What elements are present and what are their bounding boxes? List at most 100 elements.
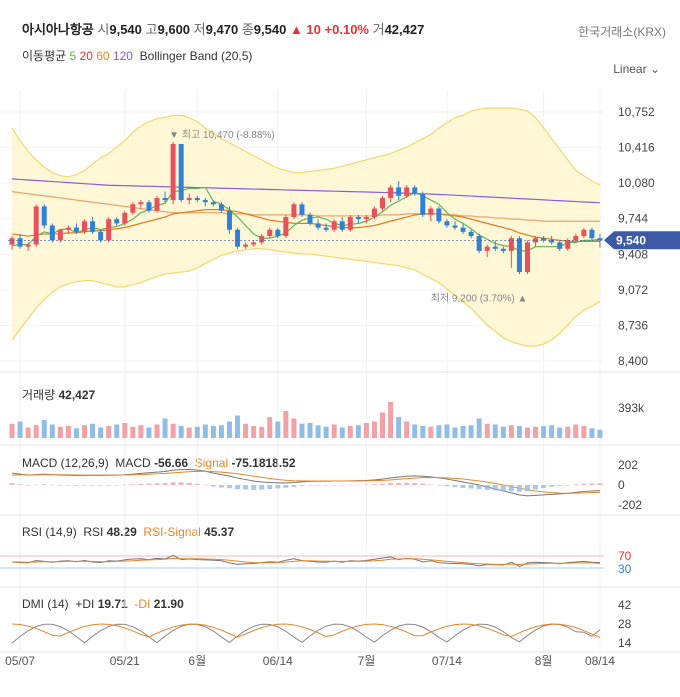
- candle-body: [299, 204, 305, 215]
- volume-bar: [396, 417, 402, 438]
- macd-histogram-bar: [492, 485, 498, 491]
- macd-histogram-bar: [178, 482, 184, 485]
- macd-histogram-bar: [57, 485, 63, 486]
- candle-body: [307, 214, 313, 224]
- rsi-value: 48.29: [106, 525, 137, 539]
- bollinger-label: Bollinger Band (20,5): [139, 49, 253, 63]
- volume-bar: [557, 427, 563, 438]
- macd-histogram-bar: [396, 482, 402, 485]
- volume-bar: [323, 426, 329, 438]
- macd-histogram-bar: [428, 484, 434, 485]
- volume-bar: [388, 402, 394, 438]
- rsi-signal-label: RSI-Signal: [143, 525, 201, 539]
- ma5-label: 5: [69, 49, 77, 63]
- macd-histogram-bar: [194, 483, 200, 485]
- candle-body: [251, 242, 257, 245]
- macd-signal-line: [12, 470, 600, 494]
- candle-body: [186, 197, 192, 201]
- macd-histogram-bar: [581, 483, 587, 485]
- volume-bar: [98, 427, 104, 438]
- macd-histogram-bar: [299, 485, 305, 486]
- volume-bar: [210, 426, 216, 438]
- current-price-label: 9,540: [616, 233, 646, 247]
- volume-bar: [533, 426, 539, 438]
- volume-label: 거: [372, 22, 385, 37]
- volume-bar: [90, 423, 96, 438]
- candle-body: [154, 197, 160, 211]
- macd-histogram-bar: [267, 485, 273, 490]
- scale-selector[interactable]: Linear ⌄: [613, 62, 660, 76]
- ma-label: 이동평균: [22, 49, 67, 63]
- candle-body: [404, 187, 410, 196]
- y-tick-label: 8,736: [618, 318, 648, 332]
- y-tick-label: 9,744: [618, 212, 648, 226]
- macd-histogram-bar: [291, 485, 297, 487]
- change-percent: +0.10%: [324, 22, 369, 37]
- bollinger-band-area: [12, 107, 600, 347]
- rsi-tick-label: 30: [618, 562, 632, 576]
- volume-bar: [162, 418, 168, 438]
- candle-body: [420, 193, 426, 215]
- volume-panel-title: 거래량: [22, 388, 56, 402]
- volume-bar: [218, 425, 224, 438]
- rsi-panel-title: RSI (14,9): [22, 525, 77, 539]
- macd-histogram-bar: [170, 482, 176, 485]
- rsi-signal-line: [12, 557, 601, 565]
- candle-body: [388, 187, 394, 198]
- volume-bar: [476, 418, 482, 438]
- candle-body: [371, 208, 377, 218]
- candle-body: [581, 229, 587, 237]
- scale-label: Linear: [613, 62, 647, 76]
- macd-histogram-bar: [202, 484, 208, 486]
- volume-tick-label: 393k: [618, 401, 645, 415]
- candle-body: [170, 143, 176, 201]
- macd-histogram-bar: [404, 482, 410, 485]
- volume-bar: [436, 425, 442, 438]
- macd-histogram-bar: [90, 485, 96, 486]
- macd-histogram-bar: [73, 485, 79, 486]
- ma60-label: 60: [96, 49, 110, 63]
- volume-bar: [283, 411, 289, 438]
- volume-bar: [17, 421, 23, 438]
- macd-panel-label: MACD (12,26,9) MACD -56.66 Signal -75.18…: [22, 456, 296, 470]
- volume-bar: [267, 417, 273, 438]
- volume-bar: [331, 424, 337, 438]
- macd-histogram-bar: [412, 482, 418, 485]
- volume-bar: [57, 426, 63, 438]
- volume-bar: [541, 426, 547, 438]
- volume-bar: [500, 426, 506, 438]
- macd-histogram-bar: [347, 484, 353, 486]
- volume-bar: [339, 427, 345, 438]
- candle-body: [468, 231, 474, 237]
- candle-body: [243, 244, 249, 247]
- candle-body: [226, 210, 232, 230]
- volume-value: 42,427: [384, 22, 425, 37]
- macd-histogram-bar: [355, 484, 361, 486]
- chevron-down-icon: ⌄: [649, 62, 660, 76]
- volume-bar: [428, 426, 434, 438]
- volume-bar: [565, 426, 571, 438]
- volume-bar: [186, 427, 192, 438]
- macd-histogram-bar: [275, 485, 281, 489]
- x-tick-label: 07/14: [432, 654, 462, 668]
- volume-bar: [259, 426, 265, 438]
- candle-body: [9, 238, 15, 245]
- volume-bar: [202, 424, 208, 438]
- volume-bar: [122, 423, 128, 438]
- dmi-tick-label: 42: [618, 598, 632, 612]
- x-tick-label: 8월: [535, 654, 553, 668]
- macd-label: MACD: [115, 456, 151, 470]
- volume-bar: [380, 412, 386, 438]
- candle-body: [49, 225, 55, 241]
- candle-body: [146, 202, 152, 211]
- macd-histogram-bar: [122, 484, 128, 486]
- candle-body: [323, 227, 329, 230]
- candle-body: [41, 206, 47, 226]
- open-label: 시: [97, 22, 110, 37]
- macd-histogram-bar: [524, 485, 530, 492]
- macd-panel-title: MACD (12,26,9): [22, 456, 109, 470]
- candle-body: [17, 238, 23, 247]
- macd-histogram-bar: [146, 483, 152, 485]
- candle-body: [460, 227, 466, 232]
